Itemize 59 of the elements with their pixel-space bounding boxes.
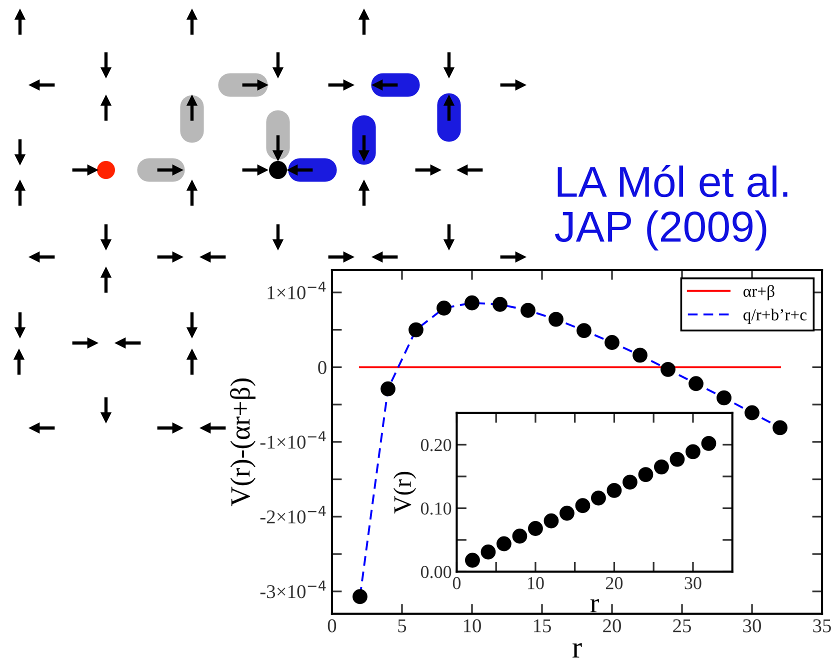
point [520,302,536,318]
x-tick-label: 30 [743,619,761,632]
y-tick-label: 0.00 [420,566,452,578]
x-tick-label: 10 [528,577,544,590]
x-tick-label: 20 [606,577,623,590]
point [548,312,564,327]
point [575,498,590,514]
point [688,376,704,392]
y-tick-label: 0.20 [420,438,452,452]
x-tick-label: 0 [452,577,461,590]
x-tick-label: 20 [603,619,621,632]
point [380,381,396,396]
x-axis-title: r [590,599,599,612]
point [622,474,638,490]
point [480,544,496,560]
x-axis-title: r [572,643,582,658]
point [512,528,528,544]
point [654,459,669,474]
y-tick-label: 1×10$^{−4}$ [268,282,326,300]
point [744,405,760,420]
point [701,436,716,451]
point [606,482,622,498]
y-tick-label: -3×10$^{−4}$ [260,580,326,598]
point [670,452,685,467]
x-tick-label: 30 [684,577,702,590]
point [408,322,424,338]
point [604,335,620,350]
x-tick-label: 25 [673,619,691,632]
x-tick-label: 35 [813,619,831,632]
point [436,300,452,316]
y-axis-title: V(r) [393,472,416,514]
y-tick-label: 0.10 [420,502,452,515]
text: LA Mól et al. JAP (2009) [554,165,788,250]
point [686,444,700,460]
point [660,362,676,377]
point [638,467,654,482]
point [464,295,480,310]
point [772,420,788,436]
point [632,348,648,363]
y-axis-title: V(r)-(αr+β) [230,378,256,506]
point [465,552,480,568]
point [544,513,559,528]
x-tick-label: 10 [464,619,481,632]
legend-label: αr+β [744,285,774,300]
y-tick-label: -2×10$^{−4}$ [260,506,326,524]
legend-label: q/r+b’r+c [743,308,807,324]
x-tick-label: 0 [328,619,336,632]
point [528,521,543,536]
x-tick-label: 15 [534,619,551,632]
point [576,323,592,338]
y-tick-label: -1×10$^{−4}$ [260,431,326,449]
point [716,390,732,406]
x-tick-label: 5 [398,619,406,632]
point [492,296,508,312]
point [496,536,512,552]
y-tick-label: 0 [318,360,326,374]
point [560,506,574,521]
point [591,490,606,506]
point [352,589,368,604]
